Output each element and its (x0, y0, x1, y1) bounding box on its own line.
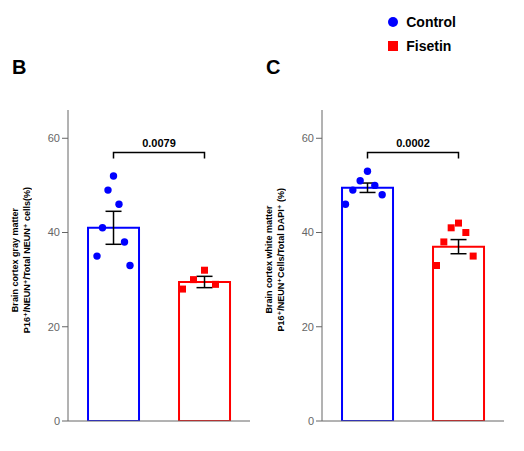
svg-text:0.0002: 0.0002 (396, 137, 430, 149)
svg-text:60: 60 (48, 132, 60, 144)
html-text:Control: Control (406, 14, 456, 30)
html-text:P16⁺/NEUN⁺/Total NEUN⁺ cells(%: P16⁺/NEUN⁺/Total NEUN⁺ cells(%) (22, 186, 32, 334)
svg-text:0: 0 (308, 415, 314, 427)
html-text:C: C (266, 56, 281, 78)
svg-text:0.0079: 0.0079 (142, 137, 176, 149)
html-text:Brain cortex gray matter: Brain cortex gray matter (10, 208, 20, 312)
svg-text:0: 0 (54, 415, 60, 427)
html-text:P16⁺/NEUN⁺Cells/Total DAPI⁺ (%: P16⁺/NEUN⁺Cells/Total DAPI⁺ (%) (276, 188, 286, 332)
html-text:Fisetin: Fisetin (406, 38, 452, 54)
svg-text:20: 20 (302, 321, 314, 333)
html-text:B: B (12, 56, 27, 78)
svg-text:40: 40 (302, 226, 314, 238)
svg-text:40: 40 (48, 226, 60, 238)
svg-text:60: 60 (302, 132, 314, 144)
html-text:Brain cortex white matter: Brain cortex white matter (264, 206, 274, 314)
svg-text:20: 20 (48, 321, 60, 333)
